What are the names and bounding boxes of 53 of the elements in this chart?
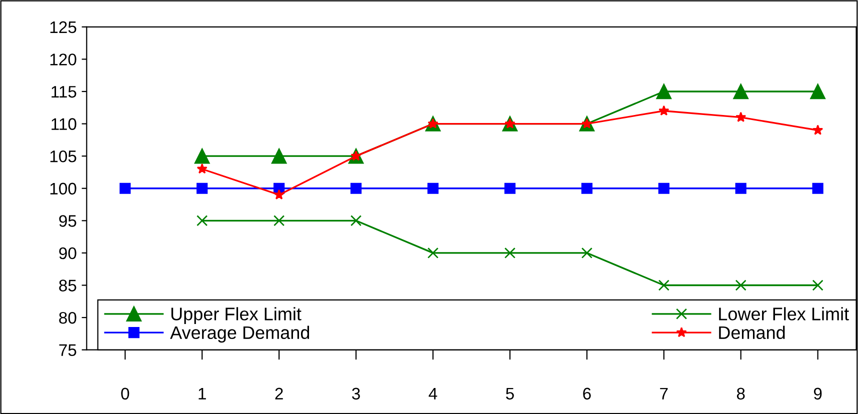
point [581, 247, 592, 259]
point [810, 84, 826, 100]
point [274, 215, 285, 226]
legend-label: Average Demand [170, 326, 310, 343]
y-tick-label: 85 [59, 280, 76, 292]
point [120, 182, 131, 194]
point [736, 112, 746, 122]
y-tick-label: 115 [52, 86, 76, 98]
y-tick-label: 110 [52, 118, 76, 130]
legend-label: Lower Flex Limit [719, 307, 849, 320]
y-tick-label: 95 [59, 215, 76, 227]
point [427, 247, 439, 259]
x-tick-label: 5 [506, 388, 514, 400]
x-tick-label: 9 [814, 388, 822, 400]
point [196, 215, 208, 226]
point [274, 189, 284, 200]
point [658, 105, 670, 116]
point [812, 280, 824, 291]
x-tick-label: 4 [428, 388, 438, 400]
point [504, 247, 516, 259]
legend-label: Demand [719, 326, 785, 340]
x-tick-label: 7 [660, 388, 668, 400]
y-tick-label: 75 [59, 344, 76, 356]
x-tick-label: 8 [736, 388, 745, 400]
point [658, 182, 670, 194]
point [196, 163, 208, 174]
point [350, 215, 362, 226]
point [504, 182, 516, 194]
y-tick-label: 100 [50, 182, 76, 195]
x-tick-label: 1 [198, 388, 206, 400]
legend-label: Upper Flex Limit [171, 307, 302, 324]
point [271, 148, 287, 164]
y-tick-label: 120 [50, 54, 76, 66]
x-tick-label: 3 [352, 388, 360, 400]
y-tick-label: 125 [50, 21, 76, 34]
point [733, 84, 748, 100]
x-tick-label: 2 [275, 388, 283, 400]
point [350, 182, 362, 194]
x-tick-label: 0 [121, 388, 130, 400]
point [735, 280, 746, 291]
point [812, 182, 824, 194]
y-tick-label: 105 [50, 150, 76, 162]
y-tick-label: 90 [59, 247, 76, 260]
point [735, 182, 746, 194]
point [658, 280, 670, 291]
point [427, 182, 439, 194]
point [581, 182, 592, 194]
y-tick-label: 80 [59, 312, 76, 324]
point [194, 148, 210, 164]
point [812, 124, 824, 135]
point [656, 84, 672, 100]
x-tick-label: 6 [583, 388, 591, 400]
point [196, 182, 208, 194]
